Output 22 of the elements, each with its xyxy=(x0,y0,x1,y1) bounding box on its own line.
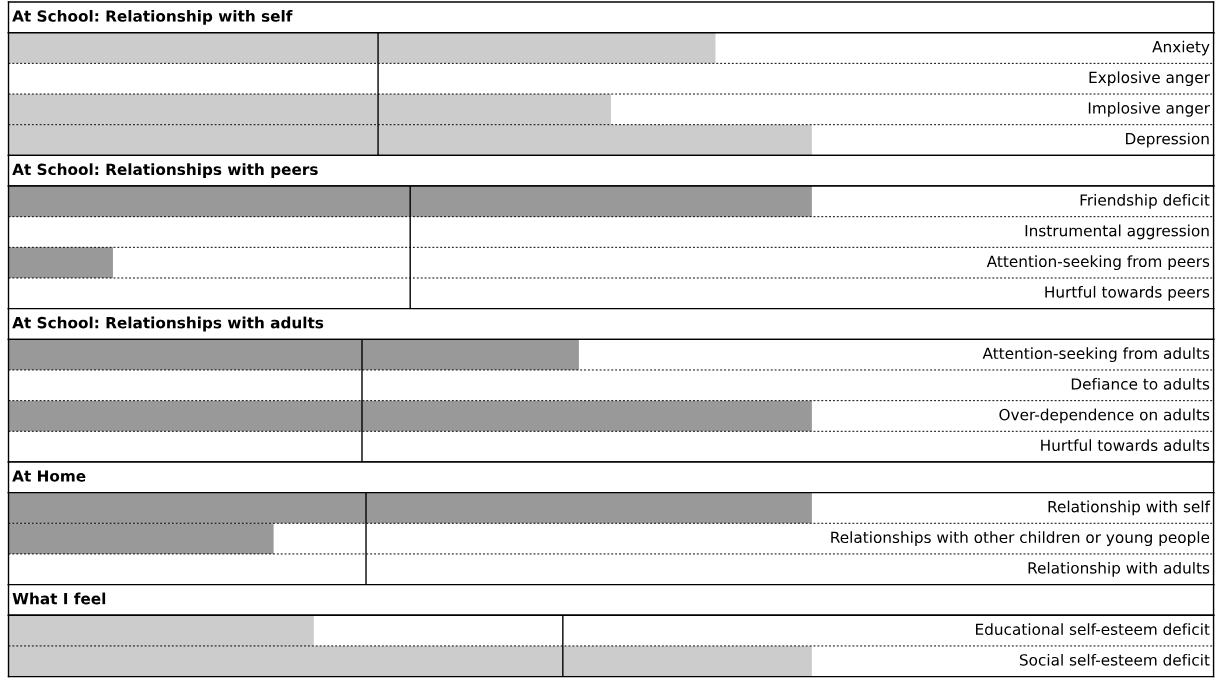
category-label: Relationship with adults xyxy=(1028,561,1210,577)
chart-title: At School: Relationship with self xyxy=(12,9,293,25)
category-label: Implosive anger xyxy=(1088,101,1210,117)
category-label: Relationships with other children or young people xyxy=(831,531,1210,547)
category-label: Relationship with self xyxy=(1048,500,1211,516)
category-label: Defiance to adults xyxy=(1071,377,1210,390)
category-label: Friendship deficit xyxy=(1080,193,1210,209)
category-label: Depression xyxy=(1126,132,1209,148)
chart-title: At School: Relationships with peers xyxy=(12,163,318,179)
chart-title: At School: Relationships with adults xyxy=(12,316,324,332)
category-label: Social self-esteem deficit xyxy=(1019,653,1210,666)
chart-title: At Home xyxy=(12,470,86,482)
category-label: Attention-seeking from peers xyxy=(986,255,1210,271)
category-label: Hurtful towards adults xyxy=(1041,439,1210,452)
category-label: Attention-seeking from adults xyxy=(982,347,1210,363)
category-label: Hurtful towards peers xyxy=(1045,285,1210,301)
category-label: Educational self-esteem deficit xyxy=(976,623,1210,636)
category-label: Instrumental aggression xyxy=(1025,224,1209,240)
chart-title: What I feel xyxy=(12,592,106,605)
category-label: Explosive anger xyxy=(1089,71,1210,87)
category-label: Anxiety xyxy=(1152,40,1210,56)
category-label: Over-dependence on adults xyxy=(999,408,1210,424)
